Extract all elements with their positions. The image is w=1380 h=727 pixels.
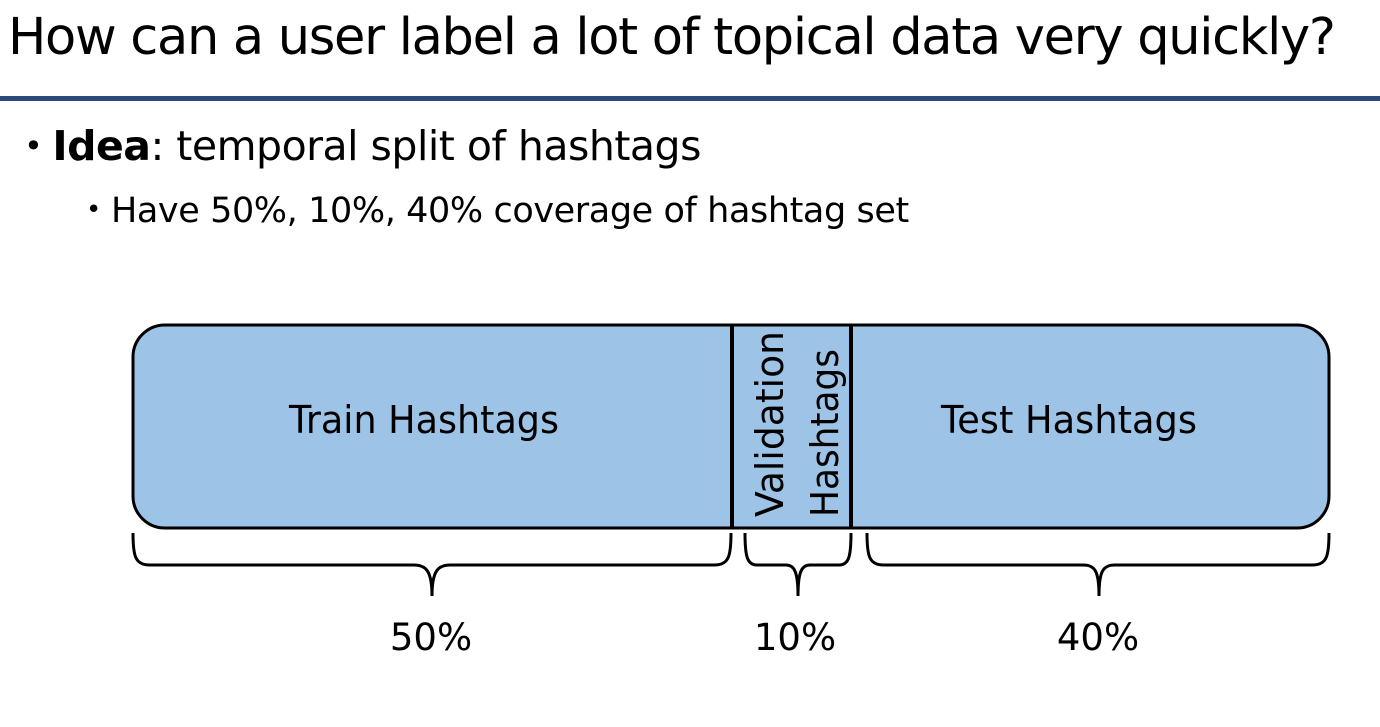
- title-divider-bar: [0, 96, 1380, 101]
- slide-title: How can a user label a lot of topical da…: [8, 8, 1336, 67]
- test-percent-label: 40%: [1057, 616, 1139, 659]
- validation-segment-label-line1: Validation: [748, 331, 792, 517]
- test-segment-label: Test Hashtags: [940, 398, 1197, 442]
- title-divider: [0, 96, 1380, 101]
- validation-percent-label: 10%: [754, 616, 836, 659]
- train-segment-label: Train Hashtags: [288, 398, 559, 442]
- sub-bullet-marker: •: [86, 195, 101, 225]
- test-brace: [865, 532, 1331, 597]
- train-brace: [131, 532, 733, 597]
- bullet-idea: • Idea: temporal split of hashtags: [24, 116, 701, 176]
- train-percent-label: 50%: [390, 616, 472, 659]
- sub-bullet-coverage-text: Have 50%, 10%, 40% coverage of hashtag s…: [110, 191, 909, 231]
- validation-segment-label-line2: Hashtags: [803, 349, 847, 517]
- bullet-marker: •: [24, 127, 43, 165]
- validation-brace: [743, 532, 853, 597]
- sub-bullet-coverage: • Have 50%, 10%, 40% coverage of hashtag …: [86, 184, 909, 237]
- bullet-idea-text: : temporal split of hashtags: [150, 122, 701, 170]
- bullet-idea-bold: Idea: [52, 122, 151, 170]
